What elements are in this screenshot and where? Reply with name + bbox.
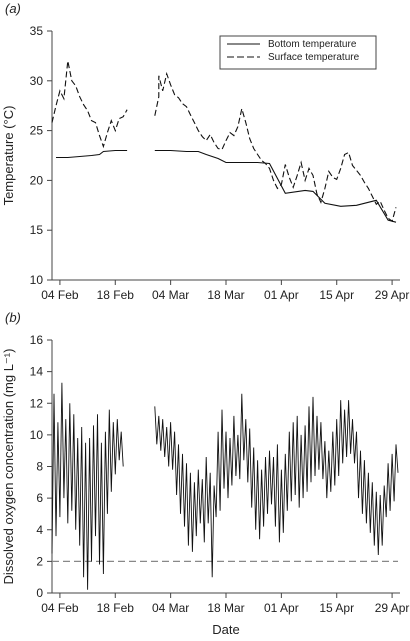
y-tick-label: 20 [30,173,44,187]
panel-b-oxygen-chart: 0 2 4 6 8 10 12 14 16 04 Feb 18 Feb 04 Mar 18 Mar 01 … [1,310,410,637]
x-tick-label: 18 Feb [97,288,135,302]
x-axis-title: Date [212,622,239,636]
legend-entry: Bottom temperature [268,39,357,50]
y-tick-label: 2 [36,554,43,568]
bottom-temperature-series [56,149,128,159]
x-tick-label: 18 Mar [207,288,244,302]
bottom-temperature-series [154,149,397,223]
y-tick-label: 35 [30,24,44,38]
x-tick-label: 04 Feb [41,288,79,302]
oxygen-series [51,382,124,590]
x-tick-label: 15 Apr [319,288,354,302]
y-tick-label: 0 [36,586,43,600]
legend: Bottom temperature Surface temperature [219,35,377,70]
y-tick-label: 12 [30,396,44,410]
surface-temperature-series [51,60,128,149]
x-tick-label: 18 Mar [207,601,244,615]
y-tick-label: 30 [30,74,44,88]
oxygen-series [154,393,399,578]
y-tick-label: 14 [30,365,44,379]
legend-entry: Surface temperature [268,52,360,63]
x-tick-label: 15 Apr [319,601,354,615]
y-tick-label: 10 [30,428,44,442]
x-tick-label: 29 Apr [375,288,410,302]
x-tick-label: 04 Mar [152,601,189,615]
y-tick-label: 15 [30,223,44,237]
y-tick-label: 6 [36,491,43,505]
panel-a-temperature-chart: 10 15 20 25 30 35 04 Feb 18 Feb 04 Mar 18 Mar 01 A… [1,1,409,302]
y-tick-label: 4 [36,523,43,537]
y-tick-label: 10 [30,273,44,287]
y-axis-title: Temperature (°C) [1,106,16,206]
x-tick-label: 18 Feb [97,601,135,615]
panel-label: (b) [5,310,21,325]
x-tick-label: 04 Feb [41,601,79,615]
y-axis-title: Dissolved oxygen concentration (mg L⁻¹) [1,349,16,585]
y-tick-label: 8 [36,460,43,474]
x-tick-label: 01 Apr [264,288,299,302]
y-tick-label: 25 [30,124,44,138]
panel-label: (a) [5,1,21,16]
x-tick-label: 04 Mar [152,288,189,302]
legend-box [219,35,377,70]
y-tick-label: 16 [30,333,44,347]
surface-temperature-series [154,71,397,223]
x-tick-label: 01 Apr [264,601,299,615]
x-tick-label: 29 Apr [375,601,410,615]
